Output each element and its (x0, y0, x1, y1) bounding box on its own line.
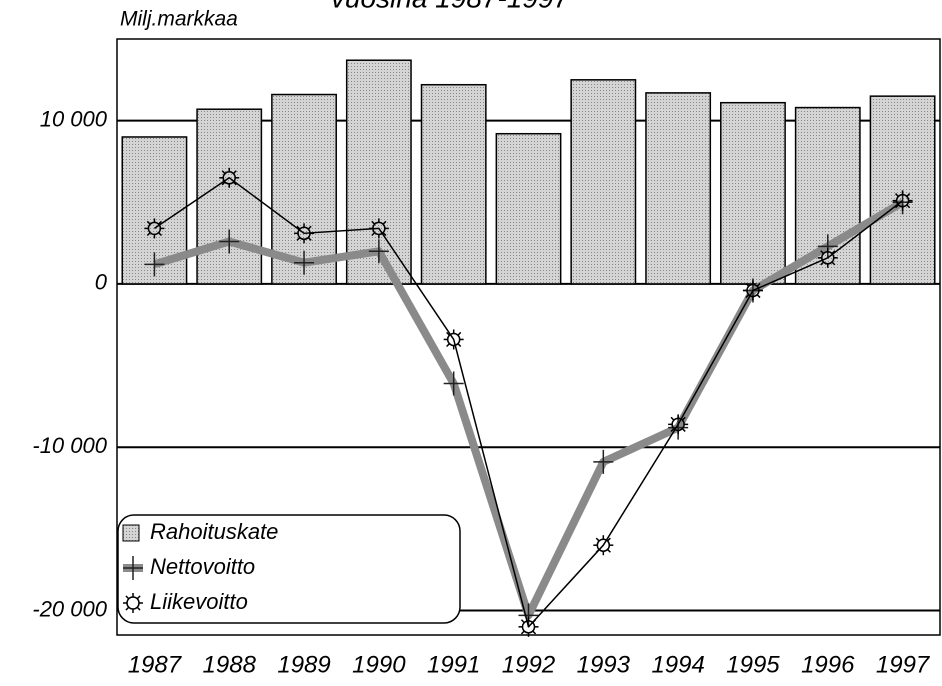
bar (720, 101, 786, 285)
marker (518, 616, 539, 637)
bar (495, 132, 562, 285)
marker-core (671, 417, 685, 432)
marker-core (222, 171, 236, 185)
legend-label: Liikevoitto (150, 589, 248, 614)
line (153, 177, 904, 628)
marker (294, 223, 315, 244)
marker-core (126, 596, 140, 610)
bar (420, 83, 487, 285)
bar (645, 92, 712, 285)
y-tick-label: 10 000 (40, 106, 108, 131)
bar (196, 108, 263, 285)
chart-title: vuosina 1987-1997 (331, 0, 571, 13)
marker (443, 329, 464, 350)
marker-core (895, 193, 910, 208)
marker (892, 190, 913, 211)
legend-box (117, 514, 461, 624)
marker (817, 247, 838, 268)
marker (742, 280, 763, 301)
y-tick-label: 0 (95, 270, 108, 295)
x-tick-label: 1988 (203, 651, 257, 678)
marker (443, 371, 464, 396)
y-tick-label: -10 000 (32, 433, 107, 458)
y-axis-label: Milj.markkaa (120, 8, 238, 31)
legend-label: Rahoituskate (150, 519, 278, 544)
x-tick-label: 1991 (427, 651, 480, 678)
marker (518, 603, 539, 628)
marker (368, 218, 389, 239)
marker (144, 218, 165, 239)
x-tick-label: 1990 (352, 651, 406, 678)
marker (668, 415, 689, 440)
marker-core (372, 221, 386, 236)
marker (219, 167, 240, 188)
marker-core (821, 251, 835, 265)
marker-core (521, 620, 536, 634)
bar (869, 95, 936, 285)
marker (294, 250, 315, 275)
x-tick-label: 1987 (128, 651, 183, 678)
marker (368, 239, 389, 264)
marker (593, 535, 614, 556)
x-tick-label: 1996 (801, 651, 855, 678)
x-tick-label: 1992 (502, 651, 555, 678)
marker (668, 414, 689, 435)
marker (219, 229, 240, 254)
y-tick-label: -20 000 (32, 596, 107, 621)
legend-marker (123, 556, 143, 580)
x-tick-label: 1995 (726, 651, 780, 678)
legend-swatch (122, 524, 140, 542)
marker (144, 252, 165, 277)
marker-core (446, 332, 461, 347)
bar (570, 79, 637, 285)
x-tick-label: 1993 (577, 651, 631, 678)
x-tick-label: 1994 (651, 651, 704, 678)
marker-core (596, 538, 611, 552)
x-tick-label: 1989 (277, 651, 330, 678)
marker (817, 234, 838, 259)
x-tick-label: 1997 (876, 651, 931, 678)
legend-label: Nettovoitto (150, 554, 255, 579)
marker-core (147, 221, 162, 236)
marker-core (746, 283, 760, 298)
marker-core (297, 226, 311, 241)
marker (593, 449, 614, 474)
legend-marker (123, 593, 143, 613)
